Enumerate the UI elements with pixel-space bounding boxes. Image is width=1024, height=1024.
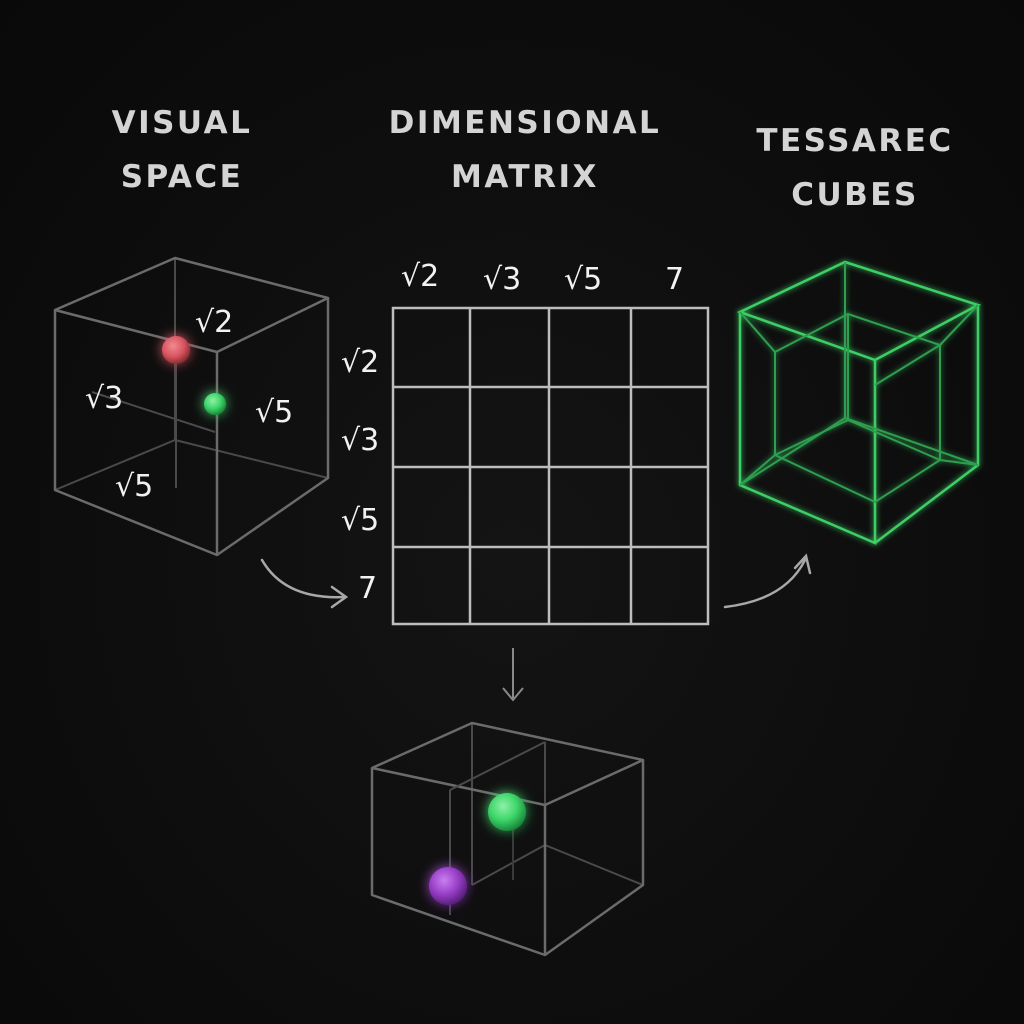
green-sphere-large [488, 793, 526, 831]
matrix-row-header: √2 [341, 345, 379, 380]
box-outer-edges [370, 760, 645, 957]
arrow-head [502, 687, 524, 702]
cube-inner-diagonal [91, 391, 216, 433]
tesseract-cube [736, 260, 982, 545]
inner-sides [774, 345, 941, 504]
outer-left-face [738, 312, 877, 545]
cube-right-edge [216, 298, 330, 557]
cube-label-bottom: √5 [115, 469, 153, 504]
cube-label-right: √5 [255, 395, 293, 430]
arrow-down [502, 648, 524, 702]
purple-sphere [429, 867, 467, 905]
arrow-curve [723, 558, 807, 609]
arrow-to-tesseract [723, 553, 812, 609]
matrix-row-header: √3 [341, 423, 379, 458]
cube-left-face [53, 310, 219, 557]
matrix-row-header: 7 [358, 571, 377, 606]
dimensional-matrix: √2 √3 √5 7 √2 √3 √5 7 [341, 259, 710, 626]
heading-dimensional-matrix: DIMENSIONAL MATRIX [388, 105, 662, 195]
heading-tessarec-cubes: TESSAREC CUBES [756, 123, 954, 213]
cube-label-top: √2 [195, 305, 233, 340]
box-top-face [370, 721, 645, 807]
cube-label-left: √3 [85, 381, 123, 416]
inner-top-face [774, 312, 943, 386]
arrow-head [793, 553, 812, 575]
matrix-col-header: √2 [401, 259, 439, 294]
arrow-head [330, 585, 349, 609]
bottom-box [370, 721, 645, 957]
matrix-col-header: 7 [665, 262, 684, 297]
matrix-row-header: √5 [341, 503, 379, 538]
visual-space-cube: √2 √3 √5 √5 [53, 256, 330, 557]
matrix-col-header: √3 [483, 262, 521, 297]
cube-top-face [53, 256, 330, 354]
heading-visual-space: VISUAL SPACE [111, 105, 253, 195]
box-back-edges [471, 723, 644, 886]
outer-top-face [736, 260, 982, 362]
inner-back-edges [774, 314, 941, 461]
green-sphere [204, 393, 226, 415]
matrix-col-header: √5 [564, 262, 602, 297]
arrow-curve [260, 558, 347, 599]
arrow-to-matrix [260, 558, 349, 609]
red-sphere [162, 336, 190, 364]
tesseract-connectors [739, 304, 979, 486]
